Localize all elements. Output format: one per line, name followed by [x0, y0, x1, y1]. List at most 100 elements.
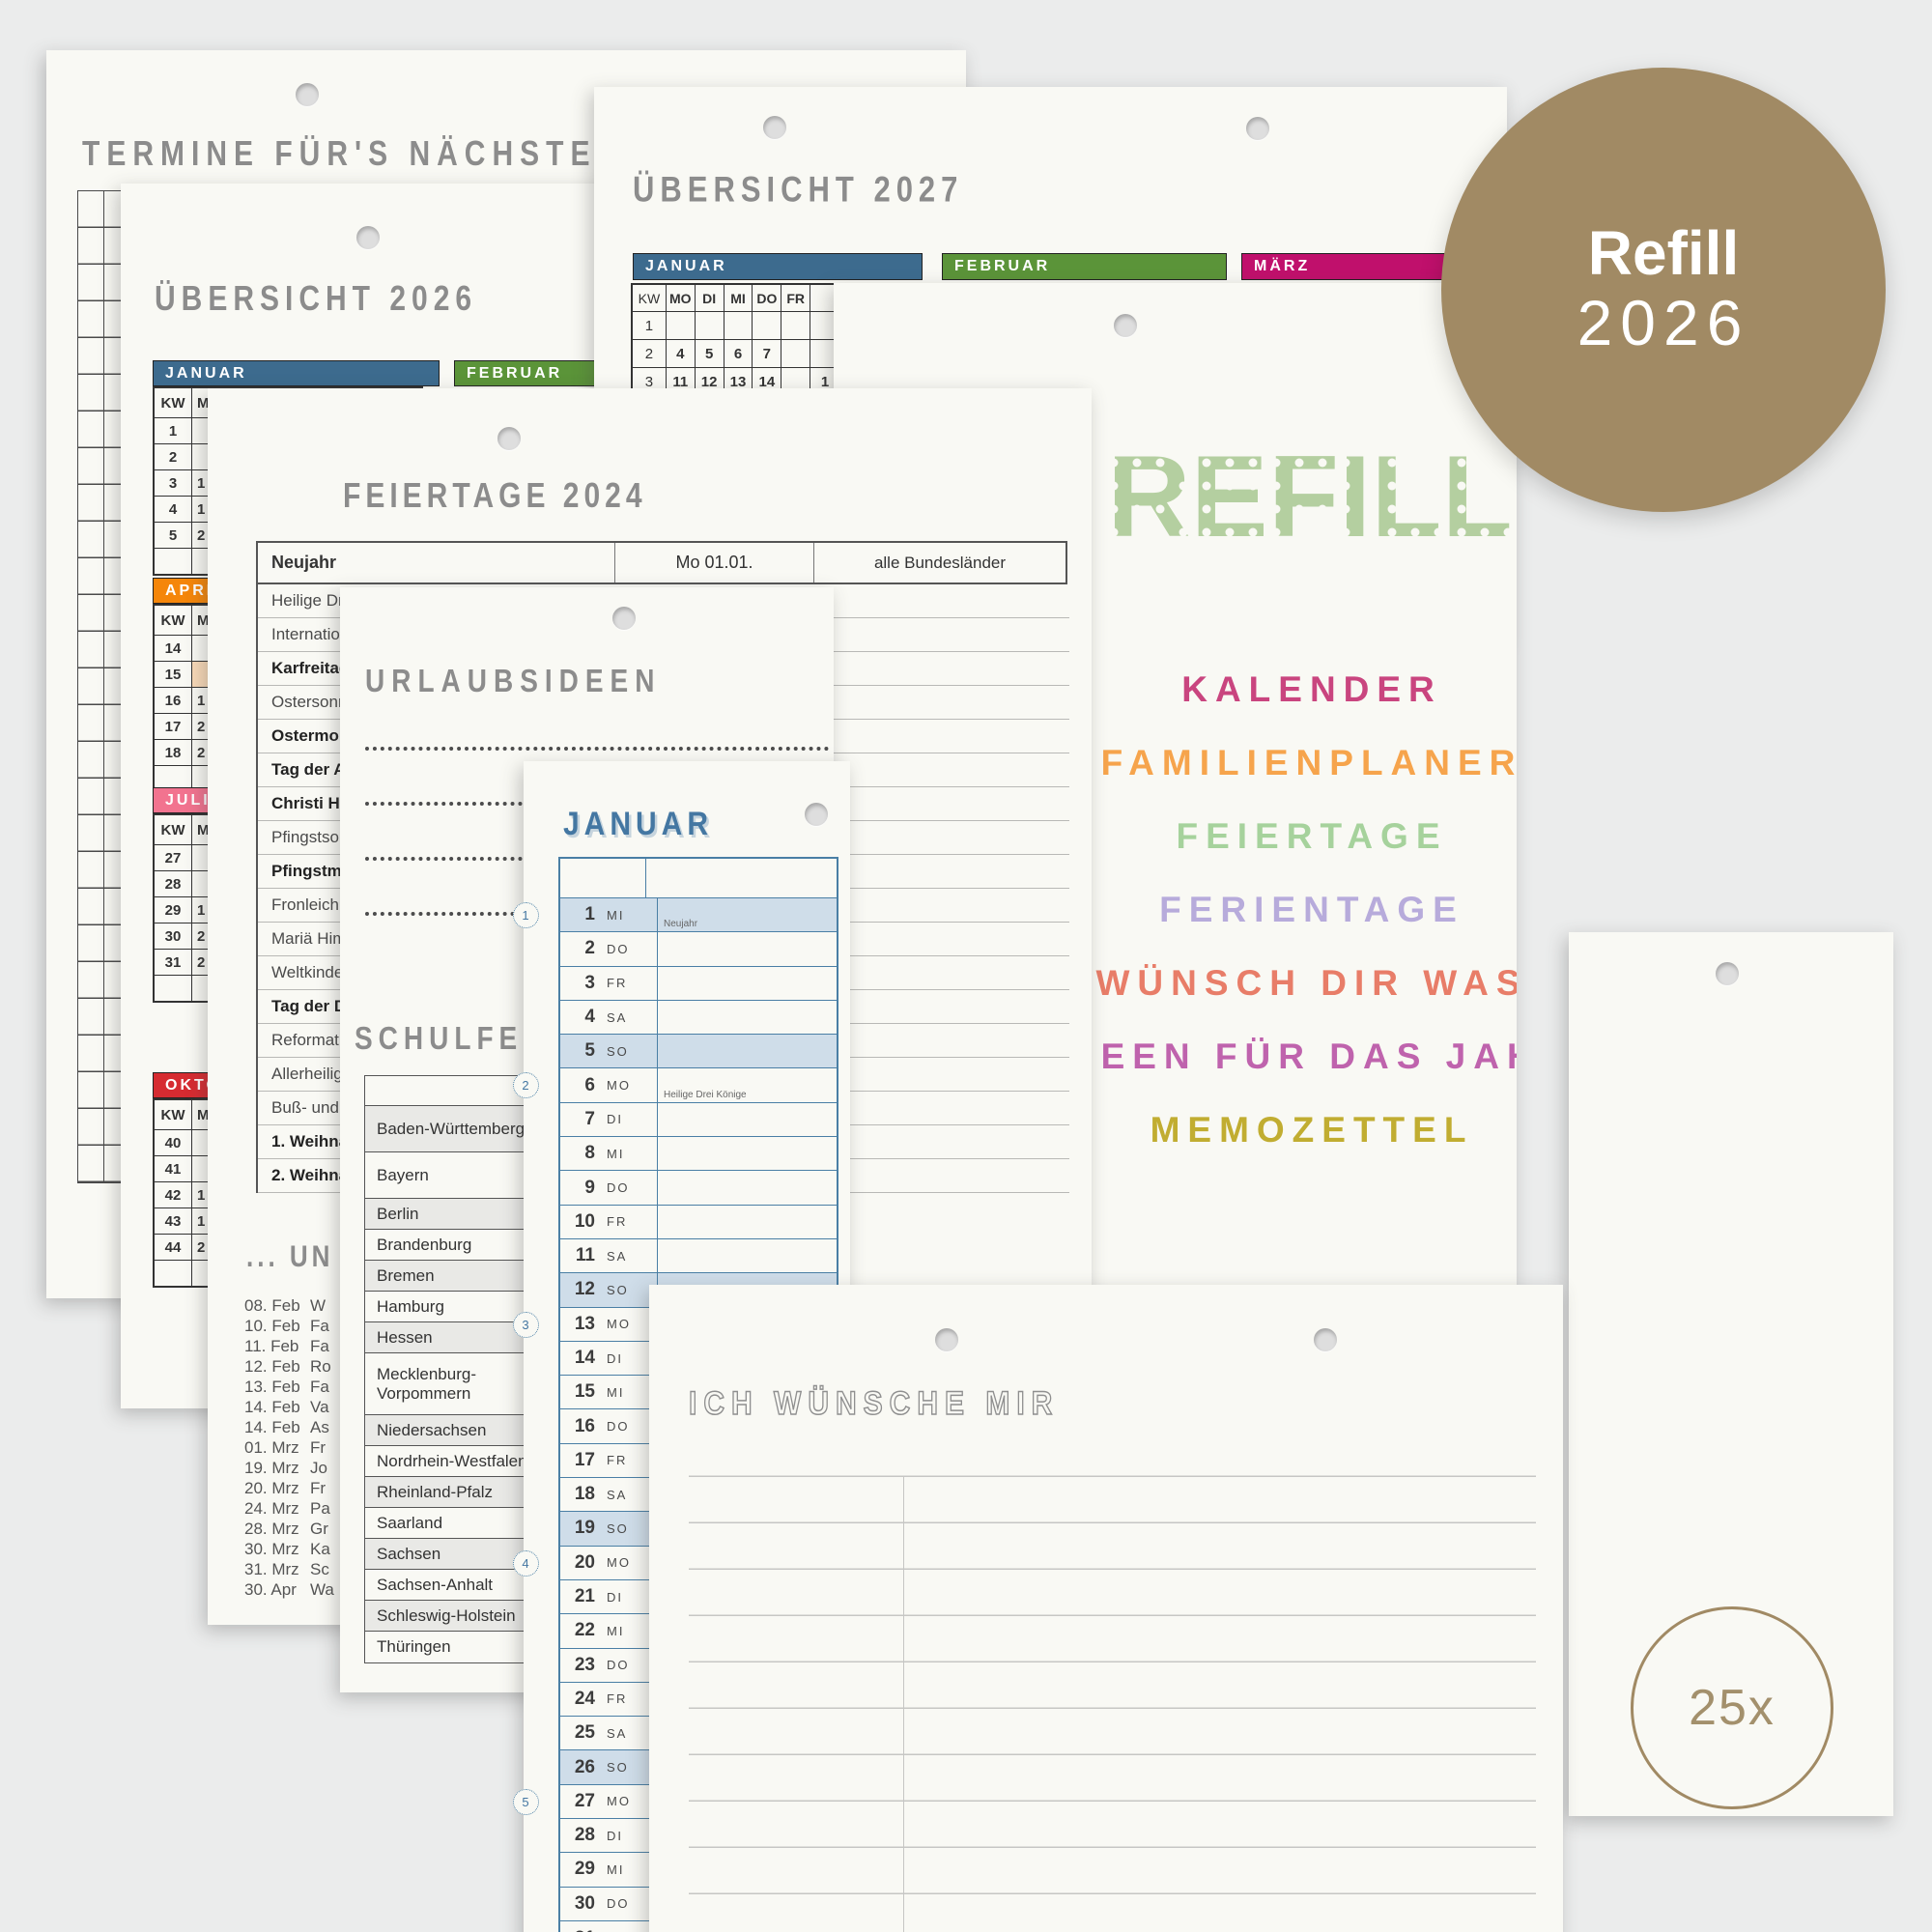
special-date-row: 13. Feb Fa: [244, 1378, 329, 1396]
special-date-row: 19. Mrz Jo: [244, 1459, 327, 1477]
uebersicht-2027-title: ÜBERSICHT 2027: [633, 169, 964, 210]
day-number: 1: [584, 904, 595, 925]
kw-number-circle: 1: [512, 902, 539, 928]
ruled-lines: [689, 1431, 1536, 1932]
special-date-row: 12. Feb Ro: [244, 1357, 331, 1376]
more-dates-heading: ... UN: [246, 1238, 334, 1273]
day-note: [657, 1035, 837, 1068]
special-date-row: 31. Mrz Sc: [244, 1560, 329, 1578]
kw-number-circle: 4: [512, 1549, 539, 1577]
month-bar-februar: FEBRUAR: [942, 253, 1227, 280]
day-row: 2 6 MO Heilige Drei Könige: [512, 1068, 837, 1103]
refill-cover-title: REFILL: [1107, 432, 1513, 558]
day-number: 2: [584, 938, 595, 959]
kw-number-circle: 2: [512, 1072, 539, 1099]
day-note: [657, 1137, 837, 1171]
day-note: [657, 1238, 837, 1273]
bundesland-row: Thüringen: [377, 1637, 451, 1657]
day-number: 10: [574, 1210, 595, 1232]
day-row: 2 DO: [560, 932, 837, 967]
special-date-row: 01. Mrz Fr: [244, 1438, 327, 1457]
day-note: Neujahr: [657, 898, 837, 932]
bundesland-row: Saarland: [365, 1508, 653, 1539]
day-number: 17: [574, 1449, 595, 1470]
punch-hole: [497, 427, 521, 450]
day-number: 25: [574, 1722, 595, 1744]
bundesland-row: Brandenburg: [365, 1230, 653, 1261]
weekday-label: FR: [607, 976, 628, 991]
day-number: 9: [584, 1177, 595, 1198]
refill-content-item: MEMOZETTEL: [1150, 1110, 1474, 1150]
special-date-row: 10. Feb Fa: [244, 1317, 329, 1335]
dotted-writing-line: [365, 747, 829, 751]
day-row: 4 20 MO: [512, 1546, 837, 1580]
day-number: 11: [575, 1245, 595, 1266]
special-date-row: 20. Mrz Fr: [244, 1479, 327, 1497]
day-number: 28: [574, 1825, 595, 1846]
table-header-row: [560, 859, 837, 898]
day-note: [657, 966, 837, 1000]
day-number: 30: [574, 1892, 595, 1914]
sheet-wunschliste: ICH WÜNSCHE MIR: [649, 1285, 1563, 1932]
urlaubsideen-title: URLAUBSIDEEN: [365, 663, 662, 699]
day-number: 31: [560, 1921, 595, 1932]
weekday-label: DI: [607, 1828, 623, 1843]
punch-hole: [763, 116, 786, 139]
special-date-row: 28. Mrz Gr: [244, 1520, 328, 1538]
badge-year: 2026: [1577, 287, 1750, 359]
column-divider-line: [903, 1476, 904, 1932]
table-header-row: [365, 1076, 653, 1106]
weekday-label: DO: [607, 941, 630, 956]
bundesland-row: Hamburg: [365, 1292, 653, 1322]
day-number: 15: [574, 1381, 595, 1403]
weekday-label: SA: [607, 1487, 628, 1502]
bundesland-row: Nordrhein-Westfalen: [365, 1446, 653, 1477]
uebersicht-2026-title: ÜBERSICHT 2026: [155, 280, 478, 319]
day-row: 9 DO: [560, 1171, 837, 1206]
day-number: 19: [574, 1518, 595, 1539]
day-number: 4: [584, 1007, 595, 1028]
weekday-label: SA: [607, 1725, 628, 1741]
weekday-label: MI: [607, 1146, 625, 1161]
punch-hole: [805, 803, 828, 826]
punch-hole: [296, 83, 319, 106]
holiday-row-neujahr: Neujahr Mo 01.01. alle Bundesländer: [256, 541, 1067, 584]
day-number: 27: [574, 1790, 595, 1811]
weekday-label: MI: [607, 1623, 625, 1638]
weekday-label: DO: [607, 1658, 630, 1673]
punch-hole: [612, 607, 636, 630]
day-row: 5 SO: [560, 1035, 837, 1069]
day-number: 18: [574, 1484, 595, 1505]
badge-title: Refill: [1587, 217, 1740, 288]
calendar-week-row: 3 11 12 13 14 1: [633, 368, 839, 395]
punch-hole: [1716, 962, 1739, 985]
day-number: 13: [574, 1313, 595, 1334]
weekday-label: FR: [607, 1691, 628, 1707]
weekday-label: SO: [607, 1760, 629, 1776]
weekday-label: DO: [607, 1180, 630, 1196]
weekday-label: SA: [607, 1248, 628, 1264]
refill-content-item: WÜNSCH DIR WAS: [1095, 963, 1517, 1003]
day-note: [657, 1171, 837, 1205]
punch-hole: [1114, 314, 1137, 337]
refill-content-list: KALENDER FAMILIENPLANER FEIERTAGE FERIENTAG…: [1022, 653, 1517, 1167]
day-number: 6: [584, 1074, 595, 1095]
weekday-label: DI: [607, 1589, 623, 1605]
day-note: Heilige Drei Könige: [657, 1068, 837, 1102]
grid-column: [78, 191, 104, 1182]
day-row: 11 SA: [560, 1238, 837, 1274]
januar-title: JANUAR: [563, 806, 714, 842]
day-number: 12: [574, 1279, 595, 1300]
special-date-row: 14. Feb As: [244, 1418, 329, 1436]
day-row: 7 DI: [560, 1102, 837, 1138]
month-bar-januar: JANUAR: [633, 253, 923, 280]
day-number: 23: [574, 1654, 595, 1675]
day-number: 8: [584, 1143, 595, 1164]
wunschliste-title: ICH WÜNSCHE MIR: [688, 1384, 1060, 1422]
day-number: 3: [584, 972, 595, 993]
calendar-week-row: 1: [633, 312, 839, 340]
day-row: 4 SA: [560, 1000, 837, 1036]
bundesland-row: Mecklenburg- Vorpommern: [365, 1353, 653, 1415]
